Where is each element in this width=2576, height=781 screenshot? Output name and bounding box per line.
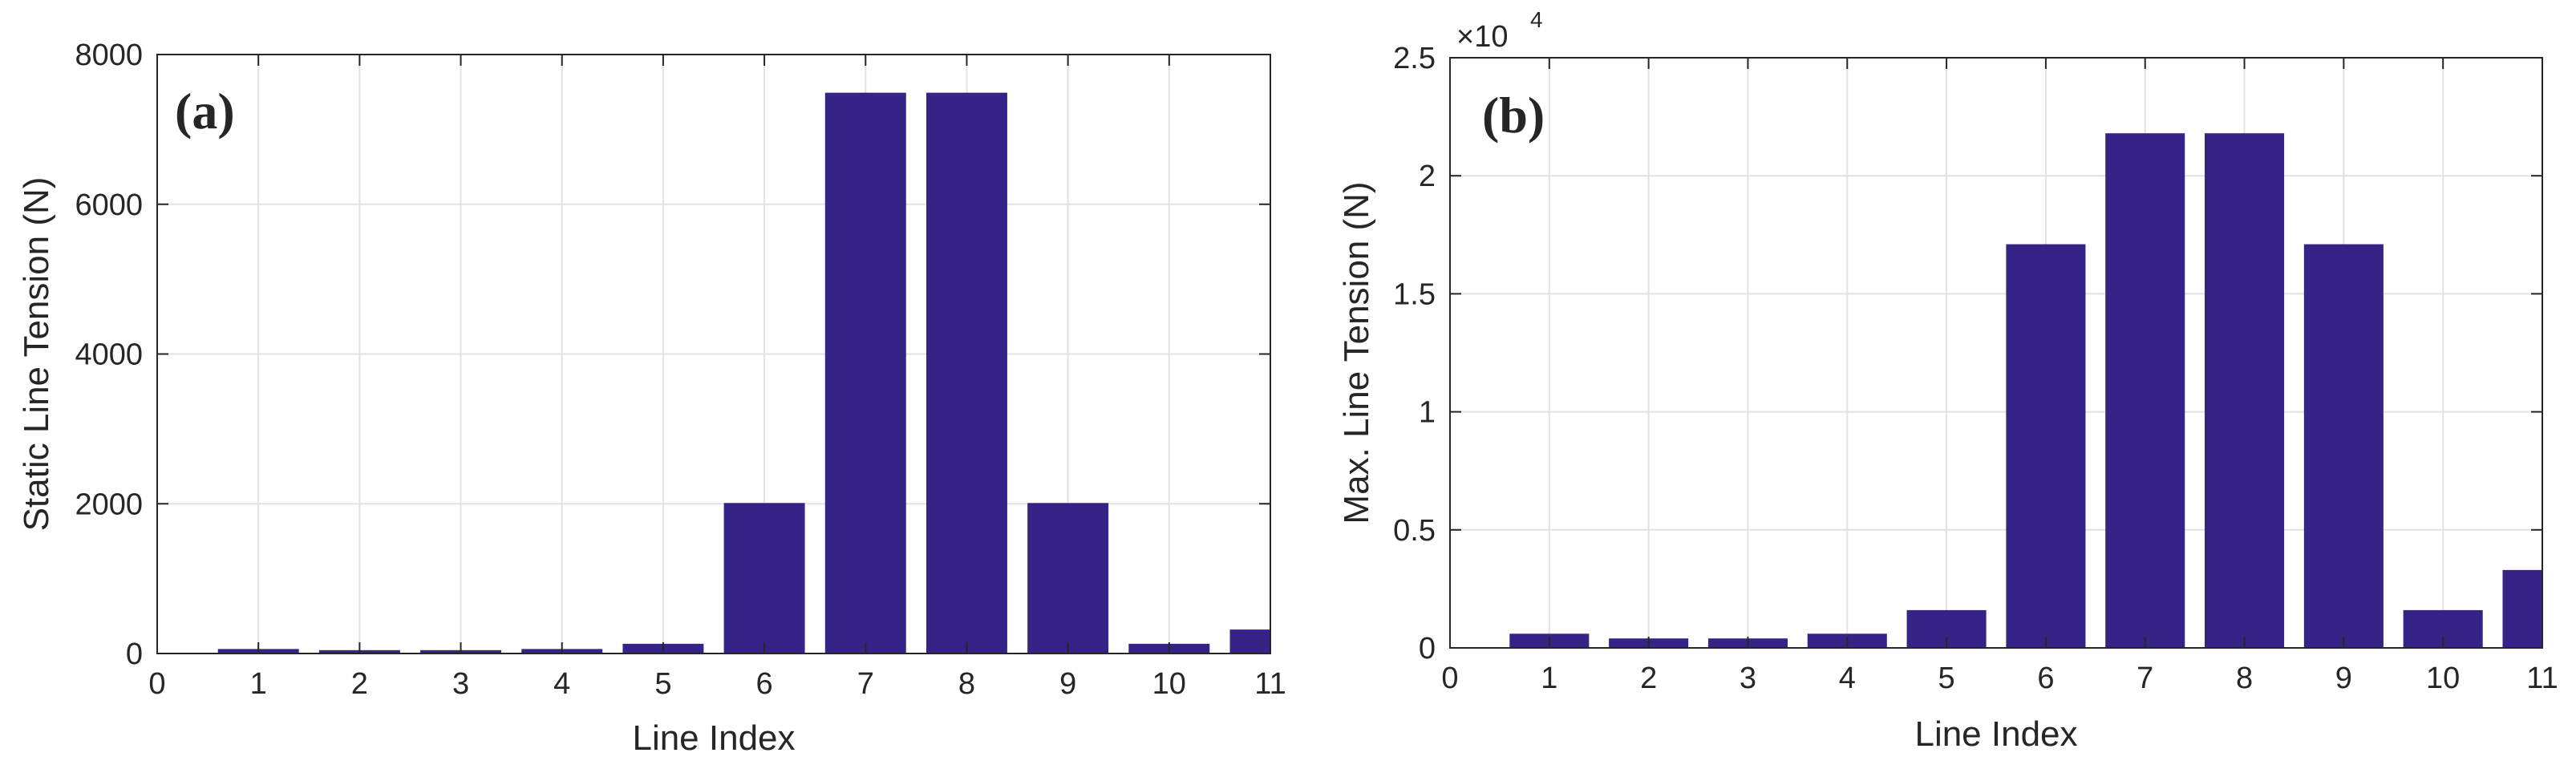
x-tick-label: 4 — [1839, 662, 1856, 695]
x-tick-label: 7 — [857, 667, 874, 701]
y-tick-label: 2.5 — [1393, 42, 1436, 75]
x-tick-label: 9 — [2335, 662, 2352, 695]
bar-line-7 — [2105, 133, 2185, 648]
x-tick-label: 5 — [1938, 662, 1955, 695]
bar-line-6 — [2006, 244, 2086, 648]
chart-panel-a: 0 1 2 3 4 5 6 7 8 9 10 11 0 2000 4000 6000 8000 Line Inde… — [17, 38, 1286, 758]
x-tick-label: 0 — [148, 667, 165, 701]
y-tick-label: 2000 — [75, 488, 143, 521]
bar-line-7 — [824, 92, 906, 654]
chart-panel-b: 0 1 2 3 4 5 6 7 8 9 10 11 0 0.5 1 1.5 2 2.5 Line Index Max.… — [1337, 7, 2558, 754]
x-tick-label: 11 — [2526, 662, 2558, 695]
axis-exponent-base: ×10 — [1456, 20, 1508, 54]
x-tick-label: 11 — [1254, 667, 1286, 701]
x-tick-label: 10 — [2426, 662, 2460, 695]
y-tick-label: 0 — [126, 637, 143, 671]
x-tick-label: 8 — [2236, 662, 2253, 695]
x-tick-label: 6 — [756, 667, 773, 701]
x-tick-label: 4 — [553, 667, 570, 701]
y-axis-label: Static Line Tension (N) — [17, 177, 56, 532]
x-tick-label: 0 — [1441, 662, 1458, 695]
x-tick-label: 2 — [1640, 662, 1657, 695]
bar-line-8 — [925, 92, 1007, 654]
y-tick-label: 0.5 — [1393, 514, 1436, 548]
y-tick-label: 1.5 — [1393, 277, 1436, 311]
bar-line-9 — [1027, 503, 1109, 654]
x-tick-label: 7 — [2137, 662, 2153, 695]
panel-label: (b) — [1482, 87, 1545, 144]
y-tick-label: 6000 — [75, 188, 143, 222]
bar-line-9 — [2303, 244, 2384, 648]
x-tick-label: 6 — [2037, 662, 2054, 695]
x-tick-label: 3 — [1740, 662, 1756, 695]
y-tick-label: 2 — [1419, 160, 1436, 193]
bar-line-11 — [2502, 569, 2542, 648]
y-tick-label: 1 — [1419, 396, 1436, 430]
x-tick-label: 10 — [1152, 667, 1186, 701]
panel-label: (a) — [175, 83, 235, 140]
y-tick-label: 0 — [1419, 632, 1436, 666]
x-tick-label: 8 — [958, 667, 975, 701]
y-axis-label: Max. Line Tension (N) — [1337, 181, 1376, 524]
x-axis-label: Line Index — [632, 718, 795, 758]
x-axis-label: Line Index — [1914, 714, 2077, 754]
bar-line-8 — [2205, 133, 2285, 648]
axis-exponent-power: 4 — [1530, 7, 1543, 32]
y-tick-label: 8000 — [75, 38, 143, 72]
x-tick-label: 9 — [1059, 667, 1076, 701]
x-tick-label: 1 — [1541, 662, 1557, 695]
axes-box — [1449, 57, 2543, 649]
y-tick-label: 4000 — [75, 338, 143, 372]
x-tick-label: 5 — [654, 667, 671, 701]
x-tick-label: 1 — [250, 667, 267, 701]
x-tick-label: 2 — [351, 667, 368, 701]
bar-line-11 — [1229, 629, 1270, 654]
x-tick-label: 3 — [452, 667, 469, 701]
bar-line-6 — [723, 503, 805, 654]
